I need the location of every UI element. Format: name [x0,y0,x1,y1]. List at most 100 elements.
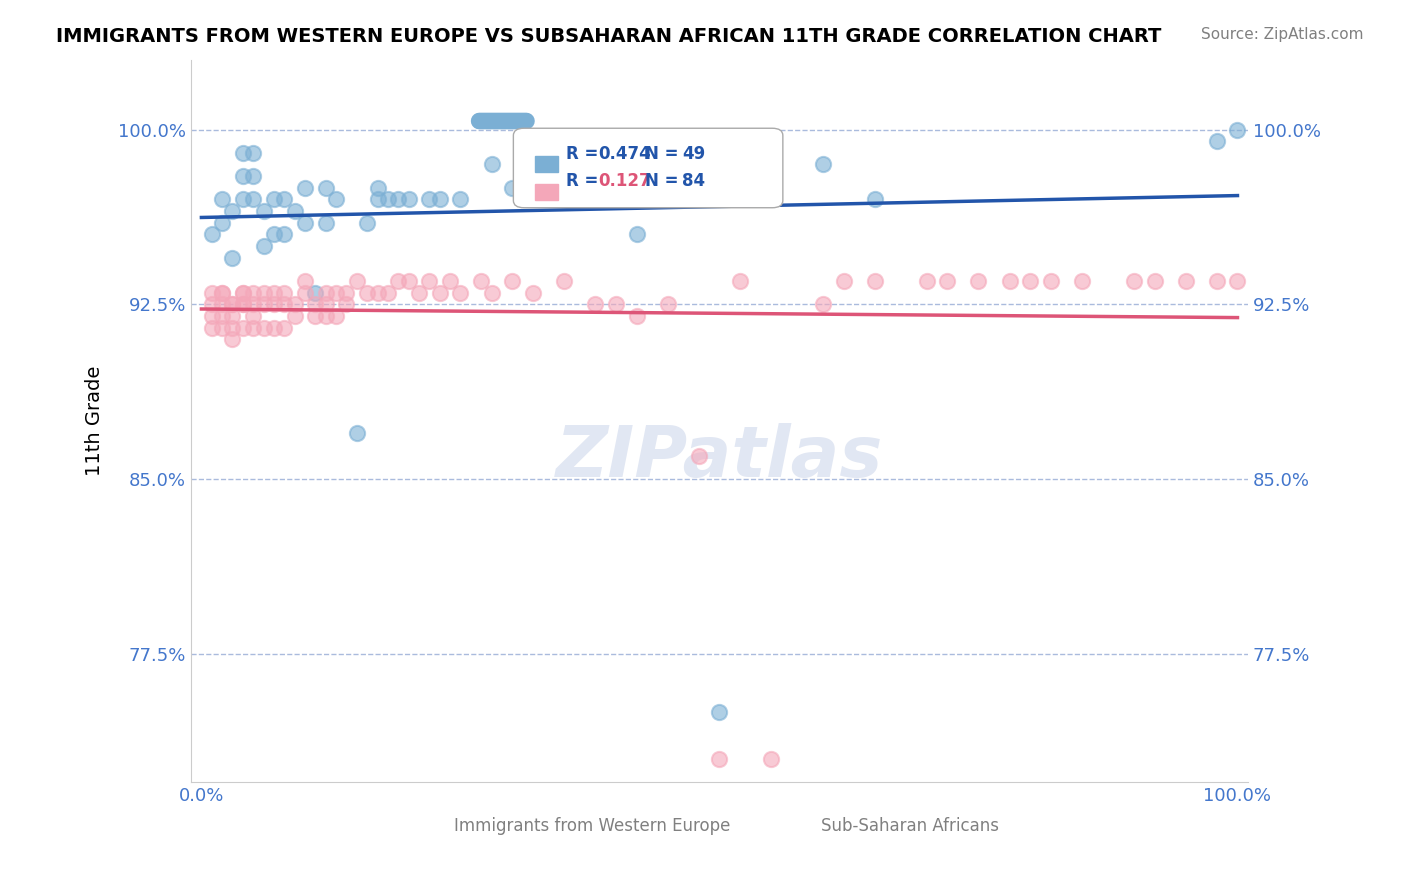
Point [915,274,938,288]
Point [501,274,523,288]
Point [273,193,295,207]
Point [605,297,627,311]
Point [232,285,254,300]
FancyBboxPatch shape [486,818,510,834]
Point [1071,274,1094,288]
Point [832,274,855,288]
Point [709,752,731,766]
Point [201,320,224,334]
Text: R =: R = [567,172,605,190]
Point [501,181,523,195]
Point [201,285,224,300]
Point [294,216,316,230]
Point [387,193,409,207]
Point [211,285,233,300]
Point [252,204,274,219]
Point [335,297,357,311]
Point [1019,274,1042,288]
Point [221,297,243,311]
Point [263,193,285,207]
Text: Sub-Saharan Africans: Sub-Saharan Africans [821,816,998,835]
Text: Source: ZipAtlas.com: Source: ZipAtlas.com [1201,27,1364,42]
Point [811,157,834,171]
Y-axis label: 11th Grade: 11th Grade [86,366,104,476]
Point [284,309,307,323]
Point [284,297,307,311]
Point [657,193,679,207]
Point [263,285,285,300]
Point [728,274,751,288]
Point [211,285,233,300]
Point [863,274,886,288]
Point [418,274,440,288]
Text: IMMIGRANTS FROM WESTERN EUROPE VS SUBSAHARAN AFRICAN 11TH GRADE CORRELATION CHAR: IMMIGRANTS FROM WESTERN EUROPE VS SUBSAH… [56,27,1161,45]
Point [315,216,337,230]
Point [325,285,347,300]
Point [294,285,316,300]
Point [657,297,679,311]
Point [1205,134,1227,148]
Point [377,285,399,300]
Point [408,285,430,300]
Point [242,193,264,207]
Point [232,297,254,311]
Point [811,297,834,311]
Point [252,297,274,311]
Point [273,227,295,242]
Point [221,320,243,334]
Point [201,227,224,242]
Point [325,309,347,323]
Point [1226,274,1249,288]
Point [335,285,357,300]
Point [346,274,368,288]
Point [522,169,544,183]
Point [242,320,264,334]
Point [936,274,959,288]
Point [232,145,254,160]
Text: 0.127: 0.127 [598,172,651,190]
Point [1226,122,1249,136]
Point [367,193,389,207]
Point [1174,274,1197,288]
Point [626,227,648,242]
Point [232,297,254,311]
Point [232,320,254,334]
Point [998,274,1021,288]
Point [284,204,307,219]
Point [221,251,243,265]
Point [583,157,606,171]
Point [232,169,254,183]
Point [688,449,710,463]
Point [211,193,233,207]
Point [387,274,409,288]
Point [273,285,295,300]
Text: R =: R = [567,145,605,162]
Point [1122,274,1144,288]
Point [221,204,243,219]
Point [252,285,274,300]
Point [863,193,886,207]
Point [398,193,420,207]
Point [263,297,285,311]
Point [252,239,274,253]
Point [221,309,243,323]
Point [761,145,783,160]
Point [315,309,337,323]
Point [294,274,316,288]
Point [553,274,575,288]
Point [709,705,731,719]
Point [449,285,471,300]
Point [232,193,254,207]
Point [304,297,326,311]
FancyBboxPatch shape [534,156,558,172]
Point [242,169,264,183]
Text: ZIPatlas: ZIPatlas [555,423,883,491]
Point [967,274,990,288]
Point [242,297,264,311]
Point [201,297,224,311]
Point [211,297,233,311]
Text: 84: 84 [682,172,706,190]
Point [221,297,243,311]
Point [564,181,586,195]
Point [263,320,285,334]
